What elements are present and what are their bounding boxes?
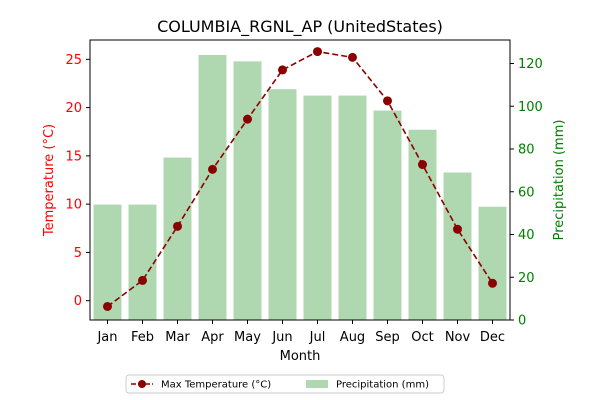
precipitation-bars	[93, 54, 507, 321]
right-tick-label: 60	[518, 185, 535, 200]
legend-label-precipitation: Precipitation (mm)	[336, 380, 429, 391]
right-tick-label: 120	[518, 57, 543, 72]
x-tick-label-jun: Jun	[271, 330, 292, 345]
precip-bar-mar	[163, 157, 192, 320]
precip-bar-jun	[268, 89, 297, 320]
x-tick-label-oct: Oct	[411, 330, 433, 345]
legend-marker-swatch	[138, 380, 146, 388]
precip-bar-jul	[303, 95, 332, 321]
temp-point-apr	[208, 164, 217, 174]
x-tick-label-nov: Nov	[445, 330, 471, 345]
temp-point-jul	[313, 47, 322, 57]
precip-bar-sep	[373, 110, 402, 320]
temp-point-jan	[103, 301, 112, 311]
legend-box	[125, 374, 445, 394]
right-tick-label: 0	[518, 314, 526, 329]
left-axis-title: Temperature (°C)	[42, 124, 57, 237]
x-axis-title: Month	[280, 349, 321, 364]
right-axis-title: Precipitation (mm)	[552, 120, 567, 241]
precip-bar-feb	[128, 204, 157, 320]
x-tick-label-aug: Aug	[340, 330, 365, 345]
left-tick-label: 25	[65, 53, 82, 68]
precip-bar-aug	[338, 95, 367, 321]
x-tick-label-sep: Sep	[375, 330, 400, 345]
precip-bar-apr	[198, 54, 227, 321]
temperature-line	[107, 50, 494, 308]
chart-title: COLUMBIA_RGNL_AP (UnitedStates)	[157, 17, 443, 37]
x-tick-label-feb: Feb	[131, 330, 154, 345]
left-tick-label: 15	[65, 149, 82, 164]
temp-point-oct	[418, 160, 427, 170]
temp-point-nov	[453, 224, 462, 234]
temp-point-aug	[348, 52, 357, 62]
temp-point-feb	[138, 275, 147, 285]
temp-point-mar	[173, 221, 182, 231]
x-tick-label-apr: Apr	[201, 330, 224, 345]
temp-point-dec	[488, 278, 497, 288]
precip-bar-oct	[408, 129, 437, 320]
temp-point-sep	[383, 96, 392, 106]
x-tick-label-may: May	[234, 330, 261, 345]
x-tick-label-mar: Mar	[165, 330, 190, 345]
axes: 0 5 10 15 20 25 0 20 40 60 80 100 120 Jan Feb Mar Apr May…	[65, 39, 543, 345]
left-tick-label: 0	[74, 294, 82, 309]
temperature-line-layer	[103, 47, 497, 311]
left-tick-label: 10	[65, 198, 82, 213]
precip-bar-jan	[93, 204, 122, 320]
right-tick-label: 100	[518, 100, 543, 115]
left-tick-label: 20	[65, 101, 82, 116]
precip-bar-may	[233, 61, 262, 320]
x-tick-label-jan: Jan	[96, 330, 117, 345]
temp-point-may	[243, 114, 252, 124]
x-tick-label-jul: Jul	[309, 330, 326, 345]
legend-bar-swatch	[306, 380, 328, 388]
precip-bar-nov	[443, 172, 472, 320]
plot-frame	[89, 39, 511, 321]
x-tick-label-dec: Dec	[480, 330, 505, 345]
precip-bar-dec	[478, 206, 507, 320]
right-tick-label: 20	[518, 271, 535, 286]
legend-label-temperature: Max Temperature (°C)	[161, 380, 271, 391]
legend: Max Temperature (°C) Precipitation (mm)	[125, 374, 445, 394]
right-tick-label: 80	[518, 143, 535, 158]
left-tick-label: 5	[74, 246, 82, 261]
temp-point-jun	[278, 65, 287, 75]
right-tick-label: 40	[518, 228, 535, 243]
